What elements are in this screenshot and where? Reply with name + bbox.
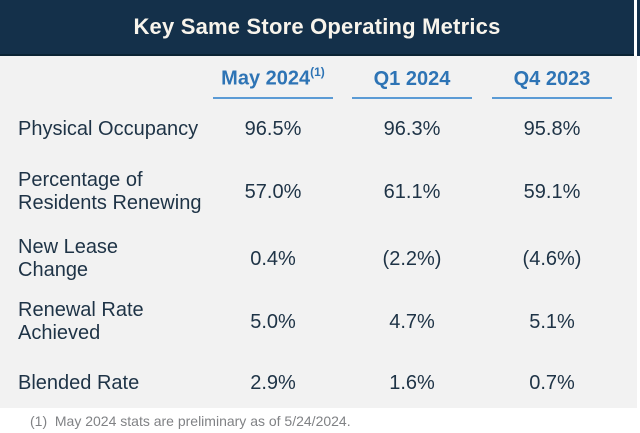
column-header-q4-2023: Q4 2023 (483, 68, 621, 99)
metric-value-may: 96.5% (244, 117, 302, 140)
table-row-physical-occupancy: Physical Occupancy 96.5% 96.3% 95.8% (0, 106, 637, 152)
metric-value-q1: 96.3% (383, 117, 441, 140)
metric-value-q1: 61.1% (383, 180, 441, 203)
footnote-marker: (1) (310, 65, 325, 80)
metric-value-q4: 59.1% (523, 180, 581, 203)
column-underline (492, 97, 612, 99)
metric-value-q1: 1.6% (389, 371, 435, 394)
table-row-residents-renewing: Percentage of Residents Renewing 57.0% 6… (0, 152, 637, 232)
column-label-may-2024: May 2024 (221, 68, 311, 90)
table-row-renewal-rate-achieved: Renewal Rate Achieved 5.0% 4.7% 5.1% (0, 286, 637, 358)
metric-value-q4: (4.6%) (522, 247, 582, 270)
metric-label: Physical Occupancy (18, 117, 199, 140)
page-title: Key Same Store Operating Metrics (133, 14, 501, 39)
adjacent-block-sliver (637, 0, 640, 56)
column-header-q1-2024: Q1 2024 (341, 68, 483, 99)
column-underline (352, 97, 472, 99)
column-header-may-2024: May 2024(1) (205, 65, 341, 99)
metric-value-may: 0.4% (250, 247, 296, 270)
metric-label: Renewal Rate Achieved (18, 299, 144, 344)
title-bar: Key Same Store Operating Metrics (0, 0, 634, 56)
metric-value-q1: 4.7% (389, 310, 435, 333)
metric-value-q4: 0.7% (529, 371, 575, 394)
metric-label: Percentage of Residents Renewing (18, 169, 202, 214)
table-row-new-lease-change: New Lease Change 0.4% (2.2%) (4.6%) (0, 232, 637, 286)
footnote: (1) May 2024 stats are preliminary as of… (30, 412, 351, 429)
column-underline (213, 97, 333, 99)
metric-value-may: 5.0% (250, 310, 296, 333)
metric-label: New Lease Change (18, 236, 119, 281)
metric-value-q4: 95.8% (523, 117, 581, 140)
column-header-row: May 2024(1) Q1 2024 Q4 2023 (0, 56, 637, 106)
metric-value-may: 2.9% (250, 371, 296, 394)
metrics-table: May 2024(1) Q1 2024 Q4 2023 Physical Occ… (0, 56, 637, 408)
metric-value-q4: 5.1% (529, 310, 575, 333)
column-label-q1-2024: Q1 2024 (373, 68, 451, 90)
table-row-blended-rate: Blended Rate 2.9% 1.6% 0.7% (0, 358, 637, 408)
metric-value-may: 57.0% (244, 180, 302, 203)
column-label-q4-2023: Q4 2023 (513, 68, 591, 90)
metric-value-q1: (2.2%) (382, 247, 442, 270)
metric-label: Blended Rate (18, 371, 140, 394)
